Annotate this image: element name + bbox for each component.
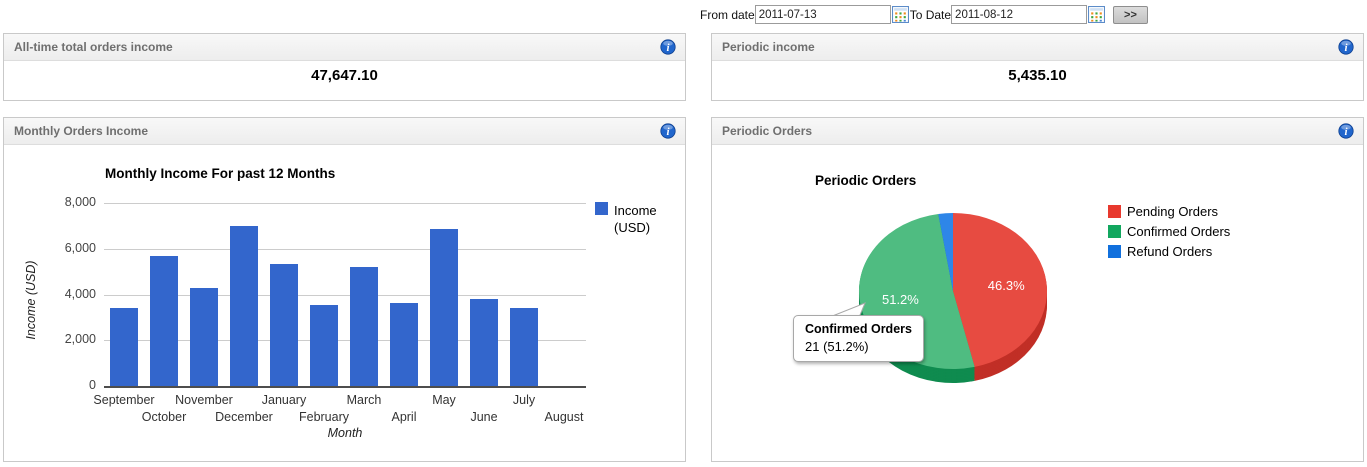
date-range-bar: From date To Date >>: [700, 5, 1148, 24]
all-time-income-panel: All-time total orders income i 47,647.10: [3, 33, 686, 101]
x-tick-label: September: [93, 393, 155, 407]
monthly-orders-income-panel: Monthly Orders Income i Monthly Income F…: [3, 117, 686, 462]
info-icon[interactable]: i: [660, 123, 676, 139]
panel-title: Monthly Orders Income: [14, 124, 149, 138]
to-date-input[interactable]: [951, 5, 1088, 24]
svg-text:i: i: [666, 42, 670, 54]
y-gridline: [104, 249, 586, 250]
pie-chart-title: Periodic Orders: [815, 173, 917, 188]
bar-may[interactable]: [430, 229, 458, 386]
svg-text:i: i: [1344, 42, 1348, 54]
slice-tooltip: Confirmed Orders 21 (51.2%): [793, 315, 924, 362]
bar-december[interactable]: [230, 226, 258, 386]
pie-slice-pending-orders[interactable]: [953, 213, 1047, 367]
slice-percent-label: 51.2%: [881, 291, 919, 307]
bar-october[interactable]: [150, 256, 178, 386]
calendar-icon: [891, 6, 909, 23]
x-axis-title: Month: [327, 426, 363, 440]
bar-chart-plot-area: Monthly Income For past 12 Months Income…: [4, 145, 685, 462]
to-date-label: To Date: [909, 7, 952, 22]
to-date-calendar-button[interactable]: [1088, 6, 1106, 23]
x-axis-line: [104, 386, 586, 388]
x-tick-label: October: [141, 410, 187, 424]
calendar-icon: [1088, 6, 1106, 23]
bar-chart-title: Monthly Income For past 12 Months: [105, 166, 336, 181]
bar-july[interactable]: [510, 308, 538, 386]
bar-april[interactable]: [390, 303, 418, 386]
svg-text:i: i: [1344, 126, 1348, 138]
x-tick-label: May: [432, 393, 456, 407]
periodic-income-panel: Periodic income i 5,435.10: [711, 33, 1364, 101]
info-icon[interactable]: i: [1338, 39, 1354, 55]
x-tick-label: March: [346, 393, 382, 407]
bar-march[interactable]: [350, 267, 378, 386]
x-tick-label: April: [391, 410, 417, 424]
panel-title: Periodic income: [722, 40, 815, 54]
slice-percent-label: 46.3%: [987, 277, 1025, 293]
from-date-calendar-button[interactable]: [891, 6, 909, 23]
panel-title: Periodic Orders: [722, 124, 813, 138]
legend-item-pending-orders: Pending Orders: [1108, 204, 1230, 219]
y-gridline: [104, 295, 586, 296]
tooltip-value: 21 (51.2%): [805, 339, 869, 354]
info-icon[interactable]: i: [660, 39, 676, 55]
legend-label: Confirmed Orders: [1127, 224, 1231, 239]
bar-chart: Monthly Income For past 12 Months Income…: [4, 145, 685, 462]
x-tick-label: November: [175, 393, 233, 407]
panel-header: All-time total orders income i: [4, 34, 685, 61]
pie-slice-refund-orders[interactable]: [938, 213, 953, 291]
x-tick-label: December: [215, 410, 273, 424]
panel-header: Monthly Orders Income i: [4, 118, 685, 145]
legend-label: Refund Orders: [1127, 244, 1213, 259]
bar-january[interactable]: [270, 264, 298, 386]
pie-chart-canvas: [829, 213, 1047, 384]
legend-swatch: [1108, 245, 1121, 258]
panel-header: Periodic Orders i: [712, 118, 1363, 145]
x-tick-label: July: [512, 393, 536, 407]
bar-february[interactable]: [310, 305, 338, 386]
panel-title: All-time total orders income: [14, 40, 173, 54]
pie-chart: Periodic Orders Pending Orders Confirmed …: [712, 145, 1363, 462]
bar-november[interactable]: [190, 288, 218, 386]
legend-label: Income (USD): [614, 203, 657, 235]
legend-swatch: [1108, 225, 1121, 238]
all-time-income-value: 47,647.10: [311, 67, 378, 84]
bar-june[interactable]: [470, 299, 498, 386]
legend-swatch: [1108, 205, 1121, 218]
legend-swatch: [595, 202, 608, 215]
panel-body: 5,435.10: [712, 61, 1363, 101]
apply-date-range-button[interactable]: >>: [1113, 5, 1148, 24]
from-date-input[interactable]: [754, 5, 891, 24]
legend-item-refund-orders: Refund Orders: [1108, 244, 1230, 259]
panel-header: Periodic income i: [712, 34, 1363, 61]
panel-body: 47,647.10: [4, 61, 685, 101]
bar-september[interactable]: [110, 308, 138, 386]
y-tick-label: 2,000: [64, 332, 96, 346]
from-date-label: From date: [700, 7, 755, 22]
y-gridline: [104, 340, 586, 341]
pie-chart-legend: Pending Orders Confirmed Orders Refund Ord…: [1108, 204, 1230, 264]
tooltip-title: Confirmed Orders: [805, 322, 912, 336]
info-icon[interactable]: i: [1338, 123, 1354, 139]
y-tick-label: 0: [89, 378, 96, 392]
x-tick-label: August: [544, 410, 584, 424]
y-gridline: [104, 203, 586, 204]
y-tick-label: 8,000: [64, 195, 96, 209]
legend-item-confirmed-orders: Confirmed Orders: [1108, 224, 1230, 239]
bar-chart-legend: Income (USD): [595, 202, 670, 236]
periodic-orders-panel: Periodic Orders i Periodic Orders Pendin…: [711, 117, 1364, 462]
y-tick-label: 4,000: [64, 287, 96, 301]
x-tick-label: January: [261, 393, 307, 407]
legend-label: Pending Orders: [1127, 204, 1219, 219]
x-tick-label: February: [298, 410, 350, 424]
periodic-income-value: 5,435.10: [1008, 67, 1067, 84]
x-tick-label: June: [470, 410, 498, 424]
svg-text:i: i: [666, 126, 670, 138]
y-tick-label: 6,000: [64, 241, 96, 255]
